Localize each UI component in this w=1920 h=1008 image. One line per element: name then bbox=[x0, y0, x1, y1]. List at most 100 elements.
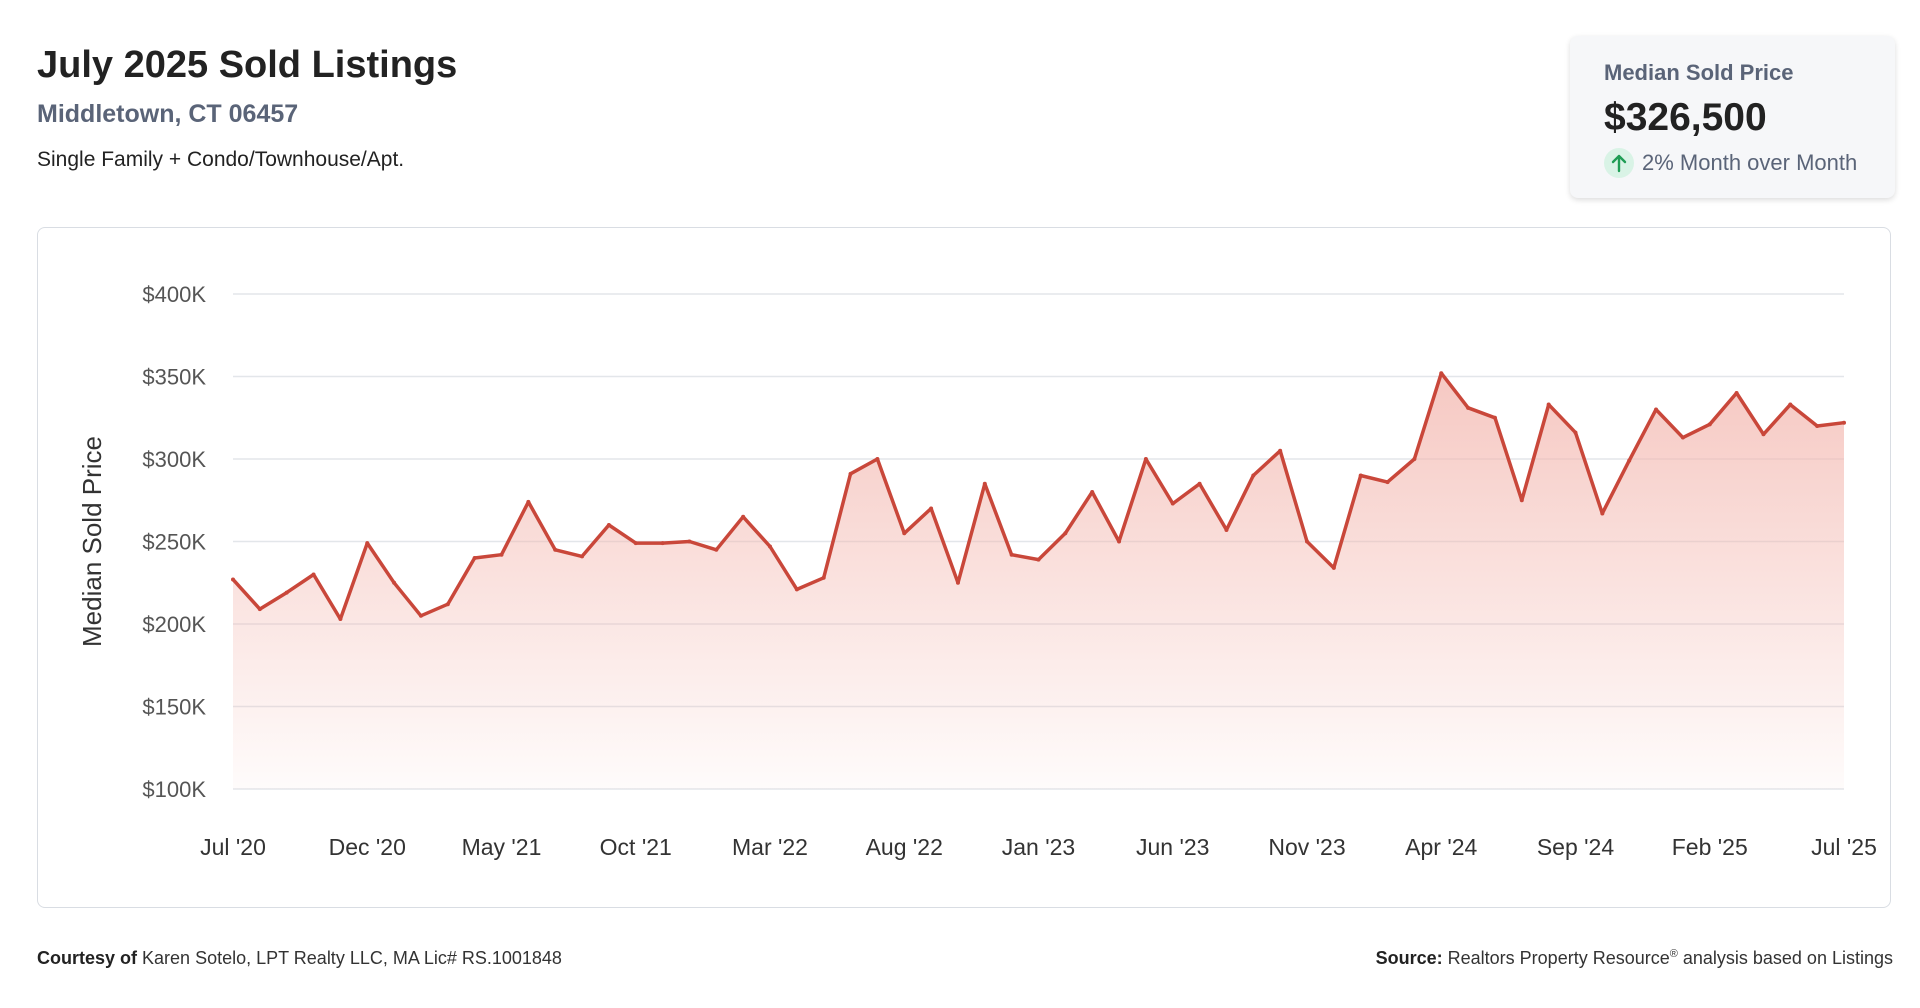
data-point bbox=[1009, 552, 1014, 557]
source-name: Realtors Property Resource bbox=[1447, 948, 1670, 968]
area-fill bbox=[233, 373, 1844, 789]
data-point bbox=[1627, 458, 1632, 463]
arrow-up-icon bbox=[1604, 148, 1634, 178]
data-point bbox=[1842, 420, 1846, 425]
data-point bbox=[418, 613, 423, 618]
source-text: analysis based on Listings bbox=[1682, 948, 1893, 968]
data-point bbox=[365, 541, 370, 546]
x-tick-label: Jun '23 bbox=[1136, 834, 1209, 860]
x-tick-label: Mar '22 bbox=[732, 834, 808, 860]
data-point bbox=[284, 590, 289, 595]
kpi-change: 2% Month over Month bbox=[1604, 148, 1857, 178]
data-point bbox=[1815, 424, 1820, 428]
data-point bbox=[1036, 557, 1041, 562]
data-point bbox=[1090, 490, 1095, 494]
source-footer: Source: Realtors Property Resource® anal… bbox=[1376, 948, 1893, 969]
data-point bbox=[660, 541, 665, 546]
data-point bbox=[1305, 539, 1309, 544]
data-point bbox=[1385, 480, 1390, 485]
x-tick-label: May '21 bbox=[462, 834, 542, 860]
data-point bbox=[1600, 511, 1605, 516]
data-point bbox=[1358, 473, 1363, 478]
data-point bbox=[1063, 531, 1068, 536]
data-point bbox=[1143, 457, 1148, 461]
data-point bbox=[848, 471, 853, 476]
data-point bbox=[1224, 527, 1229, 532]
data-point bbox=[445, 602, 450, 607]
data-point bbox=[1707, 422, 1712, 427]
x-tick-label: Sep '24 bbox=[1537, 834, 1614, 860]
y-tick-label: $100K bbox=[142, 777, 206, 802]
data-point bbox=[1170, 501, 1175, 506]
y-tick-label: $150K bbox=[142, 695, 206, 720]
data-point bbox=[499, 552, 504, 557]
kpi-label: Median Sold Price bbox=[1604, 60, 1794, 85]
kpi-value: $326,500 bbox=[1604, 96, 1767, 139]
data-point bbox=[633, 541, 638, 546]
data-point bbox=[553, 547, 558, 552]
data-point bbox=[606, 523, 611, 527]
data-point bbox=[472, 556, 477, 560]
source-label: Source: bbox=[1375, 948, 1443, 968]
data-point bbox=[1117, 539, 1122, 544]
y-tick-label: $250K bbox=[142, 530, 206, 555]
kpi-change-text: 2% Month over Month bbox=[1642, 150, 1858, 175]
data-point bbox=[929, 506, 934, 511]
data-point bbox=[821, 575, 826, 580]
page-title: July 2025 Sold Listings bbox=[37, 44, 458, 86]
x-tick-label: Jul '25 bbox=[1811, 834, 1877, 860]
y-axis-label: Median Sold Price bbox=[77, 436, 107, 647]
data-point bbox=[1680, 435, 1685, 440]
data-point bbox=[311, 572, 316, 577]
data-point bbox=[1439, 371, 1444, 376]
registered-mark: ® bbox=[1669, 948, 1678, 960]
data-point bbox=[338, 617, 343, 622]
location-subtitle: Middletown, CT 06457 bbox=[37, 100, 299, 128]
data-point bbox=[955, 580, 960, 585]
x-tick-label: Dec '20 bbox=[329, 834, 406, 860]
data-point bbox=[875, 457, 880, 461]
x-tick-label: Aug '22 bbox=[866, 834, 943, 860]
data-point bbox=[1654, 407, 1659, 412]
y-tick-label: $200K bbox=[142, 612, 206, 637]
data-point bbox=[1492, 415, 1497, 420]
data-point bbox=[687, 539, 692, 544]
x-tick-label: Nov '23 bbox=[1268, 834, 1345, 860]
data-point bbox=[1278, 448, 1283, 453]
data-point bbox=[1546, 402, 1551, 407]
data-point bbox=[902, 531, 907, 536]
data-point bbox=[1519, 498, 1524, 503]
data-point bbox=[1466, 405, 1471, 410]
data-point bbox=[1251, 473, 1256, 478]
x-tick-label: Oct '21 bbox=[600, 834, 672, 860]
property-types: Single Family + Condo/Townhouse/Apt. bbox=[37, 148, 405, 171]
x-tick-label: Jan '23 bbox=[1002, 834, 1075, 860]
data-point bbox=[714, 547, 719, 552]
median-price-card: Median Sold Price $326,500 2% Month over… bbox=[1570, 36, 1895, 198]
median-price-chart: $100K $150K $200K $250K $300K $350K $400K Jul … bbox=[77, 282, 1877, 860]
data-point bbox=[982, 481, 987, 486]
courtesy-label: Courtesy of bbox=[37, 948, 138, 968]
data-point bbox=[392, 580, 397, 585]
courtesy-text: Karen Sotelo, LPT Realty LLC, MA Lic# RS… bbox=[142, 948, 562, 968]
data-point bbox=[1412, 457, 1417, 461]
x-tick-label: Jul '20 bbox=[200, 834, 266, 860]
x-tick-label: Apr '24 bbox=[1405, 834, 1477, 860]
data-point bbox=[231, 577, 235, 582]
chart-container: $100K $150K $200K $250K $300K $350K $400K Jul … bbox=[37, 227, 1891, 908]
y-tick-label: $300K bbox=[142, 447, 206, 472]
y-tick-label: $400K bbox=[142, 282, 206, 307]
data-point bbox=[526, 499, 531, 504]
data-point bbox=[580, 554, 585, 559]
data-point bbox=[1331, 565, 1336, 570]
data-point bbox=[741, 514, 746, 519]
data-point bbox=[1197, 481, 1202, 486]
courtesy-footer: Courtesy of Karen Sotelo, LPT Realty LLC… bbox=[37, 948, 562, 969]
data-point bbox=[1573, 430, 1578, 435]
data-point bbox=[257, 607, 262, 612]
data-point bbox=[1761, 432, 1766, 437]
y-tick-label: $350K bbox=[142, 365, 206, 390]
data-point bbox=[768, 544, 772, 549]
data-point bbox=[1788, 402, 1793, 407]
data-point bbox=[1734, 391, 1739, 395]
